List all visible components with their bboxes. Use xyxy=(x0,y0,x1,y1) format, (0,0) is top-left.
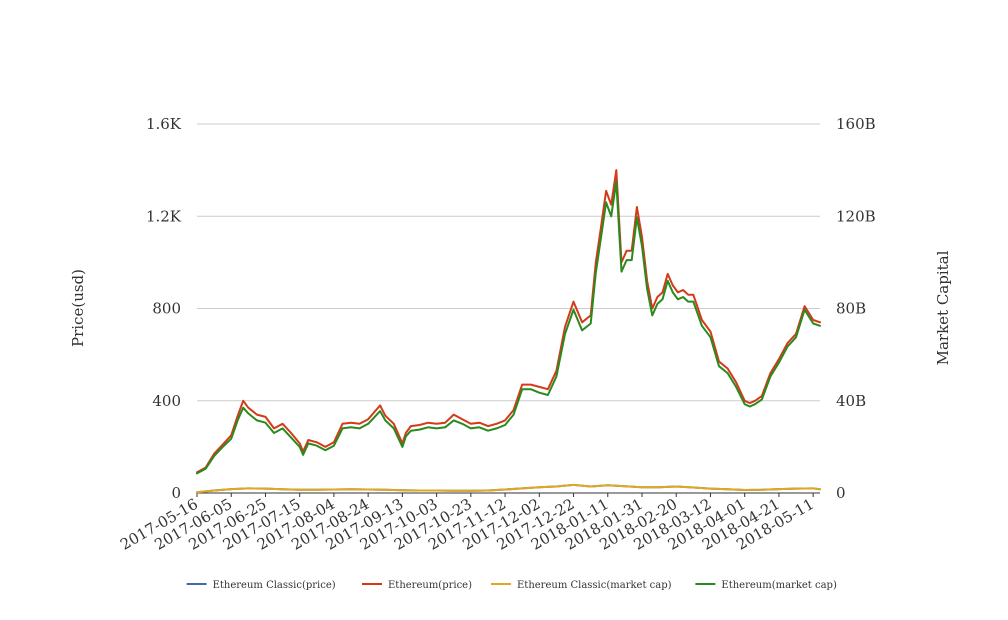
legend-item[interactable]: Ethereum(price) xyxy=(362,580,472,591)
series-line-ethereum-price xyxy=(196,169,821,474)
legend-label: Ethereum Classic(market cap) xyxy=(517,580,672,591)
series-layer xyxy=(196,169,821,494)
y-tick-label-right: 80B xyxy=(836,300,866,318)
y-tick-label-left: 800 xyxy=(152,300,181,318)
y-tick-label-right: 120B xyxy=(836,207,876,225)
legend-label: Ethereum Classic(price) xyxy=(213,580,336,591)
y-axis-title-left: Price(usd) xyxy=(69,269,87,347)
legend-label: Ethereum(market cap) xyxy=(721,580,837,591)
legend: Ethereum Classic(price) Ethereum(price) Et… xyxy=(186,580,837,591)
y-tick-label-left: 0 xyxy=(171,484,181,502)
y-axis-title-right: Market Capital xyxy=(934,250,952,365)
y-tick-label-right: 0 xyxy=(836,484,846,502)
legend-item[interactable]: Ethereum Classic(market cap) xyxy=(491,580,672,591)
legend-item[interactable]: Ethereum Classic(price) xyxy=(186,580,336,591)
y-tick-label-right: 40B xyxy=(836,392,866,410)
legend-label: Ethereum(price) xyxy=(388,580,472,591)
series-line-ethereum-classic-market-cap xyxy=(196,483,821,494)
y-tick-label-left: 1.6K xyxy=(146,115,182,133)
y-tick-label-left: 400 xyxy=(152,392,181,410)
y-tick-label-right: 160B xyxy=(836,115,876,133)
series-line-ethereum-market-cap xyxy=(196,180,821,475)
grid-layer xyxy=(197,123,820,494)
legend-item[interactable]: Ethereum(market cap) xyxy=(695,580,837,591)
y-tick-label-left: 1.2K xyxy=(146,207,182,225)
